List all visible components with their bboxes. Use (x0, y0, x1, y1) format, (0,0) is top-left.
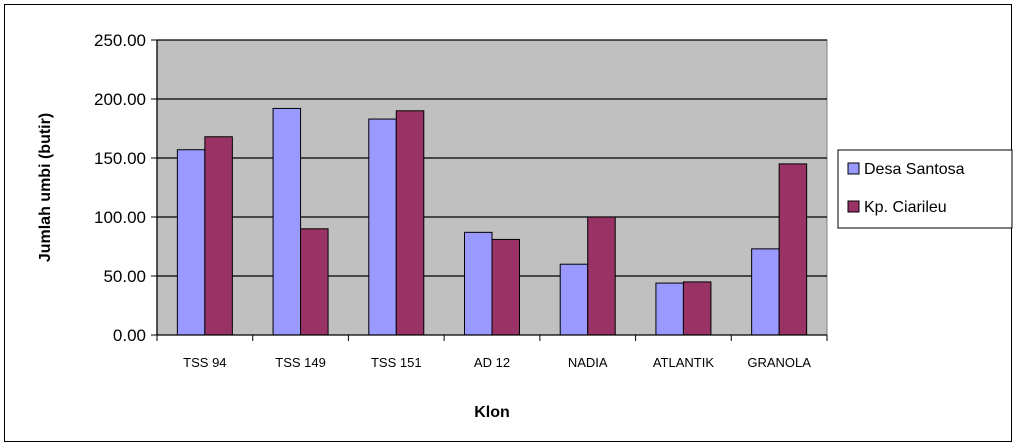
bar (559, 263, 589, 336)
bar (176, 149, 206, 336)
x-tick-label: AD 12 (474, 355, 510, 370)
x-tick-label: TSS 149 (275, 355, 326, 370)
y-tick-label: 200.00 (94, 90, 146, 109)
legend-swatch (847, 162, 860, 175)
y-axis-ticks: 0.00 50.00 100.00 150.00 200.00 250.00 (94, 31, 157, 345)
legend-label: Kp. Ciarileu (864, 199, 947, 216)
bar (655, 282, 684, 336)
legend-swatch (847, 200, 860, 213)
x-axis-title: Klon (474, 404, 510, 421)
bar (272, 107, 302, 336)
bar (778, 163, 808, 336)
x-axis-ticks: TSS 94 TSS 149 TSS 151 AD 12 NADIA ATLANTIK GR… (156, 335, 828, 370)
bar (751, 248, 780, 336)
x-tick-label: ATLANTIK (653, 355, 714, 370)
bar (682, 281, 712, 336)
bars (176, 107, 808, 336)
y-tick-label: 100.00 (94, 208, 146, 227)
y-tick-label: 0.00 (113, 326, 146, 345)
grid-lines (157, 39, 827, 277)
x-tick-label: TSS 94 (183, 355, 226, 370)
bar (204, 136, 233, 336)
bar (368, 118, 397, 336)
bar (395, 110, 425, 336)
x-tick-label: TSS 151 (371, 355, 422, 370)
bar (464, 231, 493, 336)
y-tick-label: 250.00 (94, 31, 146, 50)
legend-box (837, 149, 1013, 229)
legend-label: Desa Santosa (864, 161, 965, 178)
bar (300, 228, 329, 336)
y-tick-label: 150.00 (94, 149, 146, 168)
bar (491, 238, 520, 336)
x-tick-label: NADIA (568, 355, 608, 370)
bar (587, 216, 616, 336)
y-tick-label: 50.00 (103, 267, 146, 286)
legend: Desa Santosa Kp. Ciarileu (837, 149, 1013, 229)
y-axis-title: Jumlah umbi (butir) (37, 113, 54, 262)
x-tick-label: GRANOLA (747, 355, 811, 370)
